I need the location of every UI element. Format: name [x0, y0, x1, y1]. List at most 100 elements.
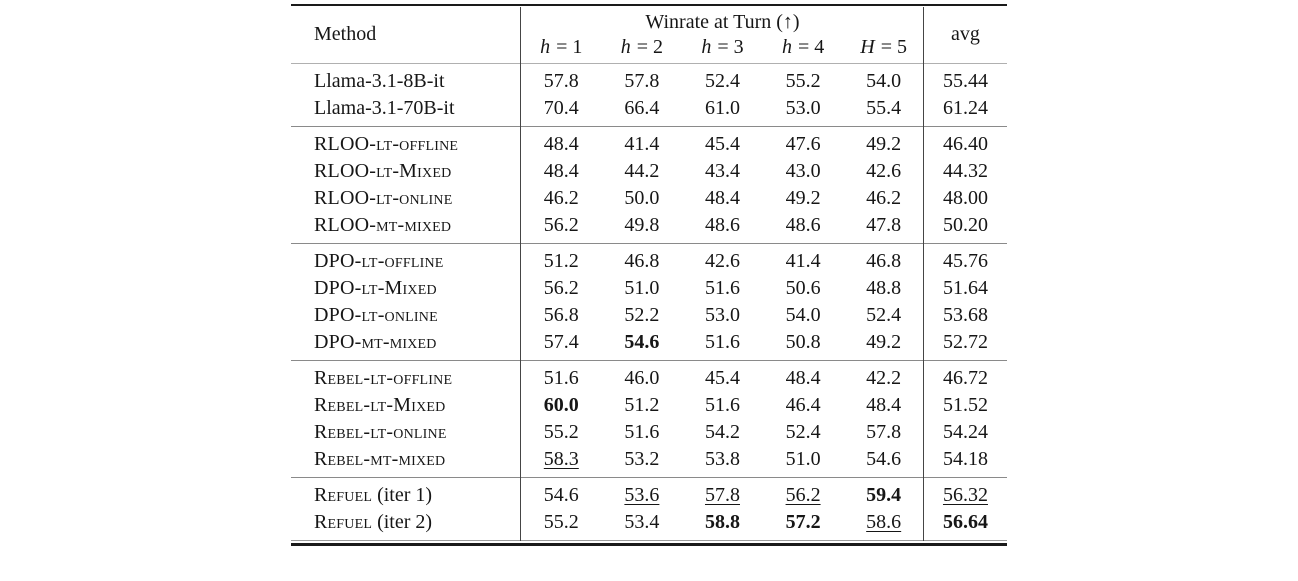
value-cell-h5: 54.0 — [866, 70, 902, 92]
method-name-smallcaps: RLOO-mt-mixed — [314, 214, 452, 236]
method-name-smallcaps: Rebel-lt-offline — [314, 367, 453, 389]
value-cell-h1: 48.4 — [543, 160, 579, 182]
value-cell-h1: 57.4 — [543, 331, 579, 353]
column-header-method: Method — [314, 23, 377, 45]
value-cell-h5: 55.4 — [866, 97, 902, 119]
value-cell-h5: 59.4 — [866, 484, 902, 506]
column-header-winrate-group: Winrate at Turn (↑) — [645, 11, 800, 33]
row-group: Refuel (iter 1) 54.6 53.6 57.8 56.2 59.4… — [291, 477, 1007, 540]
value-cell-h1: 58.3 — [543, 448, 579, 470]
value-cell-h3: 43.4 — [704, 160, 740, 182]
value-cell-h2: 51.0 — [624, 277, 660, 299]
value-cell-h4: 54.0 — [785, 304, 821, 326]
value-cell-h1: 55.2 — [543, 511, 579, 533]
results-table: Method Winrate at Turn (↑) h = 1 h = 2 h… — [291, 4, 1007, 546]
method-name-smallcaps: Refuel — [314, 484, 373, 506]
value-cell-h1: 51.6 — [543, 367, 579, 389]
method-name-smallcaps: DPO-lt-offline — [314, 250, 444, 272]
value-cell-h1: 70.4 — [543, 97, 579, 119]
avg-value-cell: 56.32 — [942, 484, 988, 506]
math-var: h — [701, 36, 712, 58]
avg-value-cell: 54.24 — [942, 421, 988, 443]
value-cell-h4: 43.0 — [785, 160, 821, 182]
value-cell-h5: 49.2 — [866, 331, 902, 353]
column-header-turn-1: h = 1 — [521, 35, 602, 62]
method-name-smallcaps: Rebel-lt-Mixed — [314, 394, 446, 416]
avg-value-cell: 52.72 — [942, 331, 988, 353]
value-cell-h4: 41.4 — [785, 250, 821, 272]
method-cell: RLOO-lt-offline — [291, 131, 521, 158]
table-row: RLOO-lt-offline 48.4 41.4 45.4 47.6 49.2… — [291, 131, 1007, 158]
table-row: DPO-lt-online 56.8 52.2 53.0 54.0 52.4 5… — [291, 302, 1007, 329]
table-row: Llama-3.1-70B-it 70.4 66.4 61.0 53.0 55.… — [291, 95, 1007, 122]
method-cell: Rebel-mt-mixed — [291, 446, 521, 473]
row-group: RLOO-lt-offline 48.4 41.4 45.4 47.6 49.2… — [291, 126, 1007, 243]
value-cell-h1: 55.2 — [543, 421, 579, 443]
method-name-smallcaps: RLOO-lt-offline — [314, 133, 459, 155]
math-rest: = 4 — [792, 36, 825, 58]
value-cell-h4: 51.0 — [785, 448, 821, 470]
method-name-smallcaps: DPO-lt-online — [314, 304, 438, 326]
method-name-smallcaps: Refuel — [314, 511, 373, 533]
value-cell-h2: 66.4 — [624, 97, 660, 119]
value-cell-h1: 56.2 — [543, 214, 579, 236]
value-cell-h4: 55.2 — [785, 70, 821, 92]
value-cell-h3: 48.4 — [704, 187, 740, 209]
avg-value-cell: 46.72 — [942, 367, 988, 389]
value-cell-h5: 54.6 — [866, 448, 902, 470]
value-cell-h2: 52.2 — [624, 304, 660, 326]
table-row: Llama-3.1-8B-it 57.8 57.8 52.4 55.2 54.0… — [291, 68, 1007, 95]
math-rest: = 1 — [551, 36, 583, 58]
avg-value-cell: 53.68 — [942, 304, 988, 326]
value-cell-h5: 47.8 — [866, 214, 902, 236]
method-cell: Refuel (iter 2) — [291, 509, 521, 536]
table-row: RLOO-mt-mixed 56.2 49.8 48.6 48.6 47.8 5… — [291, 212, 1007, 239]
column-header-turn-4: h = 4 — [763, 35, 844, 62]
avg-value-cell: 51.52 — [942, 394, 988, 416]
math-rest: = 3 — [712, 36, 744, 58]
value-cell-h2: 53.2 — [624, 448, 660, 470]
value-cell-h4: 47.6 — [785, 133, 821, 155]
value-cell-h3: 54.2 — [704, 421, 740, 443]
method-name-smallcaps: RLOO-lt-Mixed — [314, 160, 452, 182]
value-cell-h4: 48.4 — [785, 367, 821, 389]
value-cell-h4: 46.4 — [785, 394, 821, 416]
value-cell-h1: 48.4 — [543, 133, 579, 155]
value-cell-h4: 50.8 — [785, 331, 821, 353]
value-cell-h1: 56.2 — [543, 277, 579, 299]
math-var: H — [860, 36, 875, 58]
value-cell-h2: 50.0 — [624, 187, 660, 209]
column-header-turn-2: h = 2 — [602, 35, 683, 62]
column-header-avg: avg — [951, 23, 980, 45]
method-cell: Rebel-lt-offline — [291, 365, 521, 392]
value-cell-h2: 44.2 — [624, 160, 660, 182]
table-row: Refuel (iter 1) 54.6 53.6 57.8 56.2 59.4… — [291, 482, 1007, 509]
value-cell-h3: 57.8 — [704, 484, 740, 506]
value-cell-h3: 51.6 — [704, 331, 740, 353]
table-header: Method Winrate at Turn (↑) h = 1 h = 2 h… — [291, 6, 1007, 64]
row-group: DPO-lt-offline 51.2 46.8 42.6 41.4 46.8 … — [291, 243, 1007, 360]
table-row: RLOO-lt-online 46.2 50.0 48.4 49.2 46.2 … — [291, 185, 1007, 212]
value-cell-h1: 46.2 — [543, 187, 579, 209]
value-cell-h3: 52.4 — [704, 70, 740, 92]
value-cell-h4: 49.2 — [785, 187, 821, 209]
value-cell-h5: 52.4 — [866, 304, 902, 326]
avg-value-cell: 44.32 — [942, 160, 988, 182]
column-header-turn-3: h = 3 — [682, 35, 763, 62]
value-cell-h2: 51.6 — [624, 421, 660, 443]
value-cell-h5: 46.8 — [866, 250, 902, 272]
value-cell-h1: 60.0 — [543, 394, 579, 416]
value-cell-h4: 53.0 — [785, 97, 821, 119]
value-cell-h3: 53.8 — [704, 448, 740, 470]
value-cell-h3: 45.4 — [704, 133, 740, 155]
table-row: Rebel-mt-mixed 58.3 53.2 53.8 51.0 54.6 … — [291, 446, 1007, 473]
method-name-smallcaps: Rebel-lt-online — [314, 421, 447, 443]
avg-value-cell: 55.44 — [942, 70, 988, 92]
method-name-plain: (iter 1) — [372, 484, 433, 506]
method-name-plain: (iter 2) — [372, 511, 433, 533]
value-cell-h3: 51.6 — [704, 394, 740, 416]
vertical-rule-before-avg — [923, 7, 924, 541]
value-cell-h3: 53.0 — [704, 304, 740, 326]
value-cell-h2: 46.8 — [624, 250, 660, 272]
table-body: Llama-3.1-8B-it 57.8 57.8 52.4 55.2 54.0… — [291, 64, 1007, 540]
